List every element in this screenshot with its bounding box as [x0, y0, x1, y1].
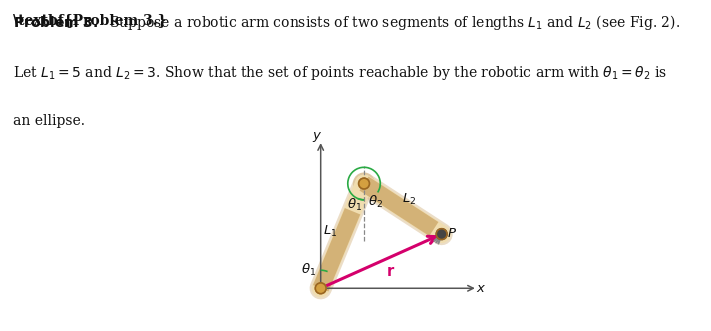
Text: an ellipse.: an ellipse. [13, 114, 85, 128]
Text: $x$: $x$ [476, 282, 486, 295]
Text: $P$: $P$ [447, 227, 456, 240]
Text: $y$: $y$ [312, 130, 322, 144]
Circle shape [358, 178, 370, 189]
Text: $\theta_1$: $\theta_1$ [346, 197, 362, 213]
Text: Let $L_1 = 5$ and $L_2 = 3$. Show that the set of points reachable by the roboti: Let $L_1 = 5$ and $L_2 = 3$. Show that t… [13, 64, 667, 81]
Circle shape [437, 229, 447, 240]
Text: $\theta_1$: $\theta_1$ [301, 262, 316, 278]
Text: $\mathbf{Problem\ 3.}$  Suppose a robotic arm consists of two segments of length: $\mathbf{Problem\ 3.}$ Suppose a robotic… [13, 13, 680, 32]
Text: $\mathbf{r}$: $\mathbf{r}$ [385, 265, 395, 279]
Text: $\theta_2$: $\theta_2$ [368, 194, 383, 210]
Text: $L_2$: $L_2$ [402, 192, 416, 207]
Text: $L_1$: $L_1$ [324, 223, 338, 239]
Text: \textbf{Problem 3.}: \textbf{Problem 3.} [13, 13, 166, 27]
Circle shape [315, 283, 326, 294]
